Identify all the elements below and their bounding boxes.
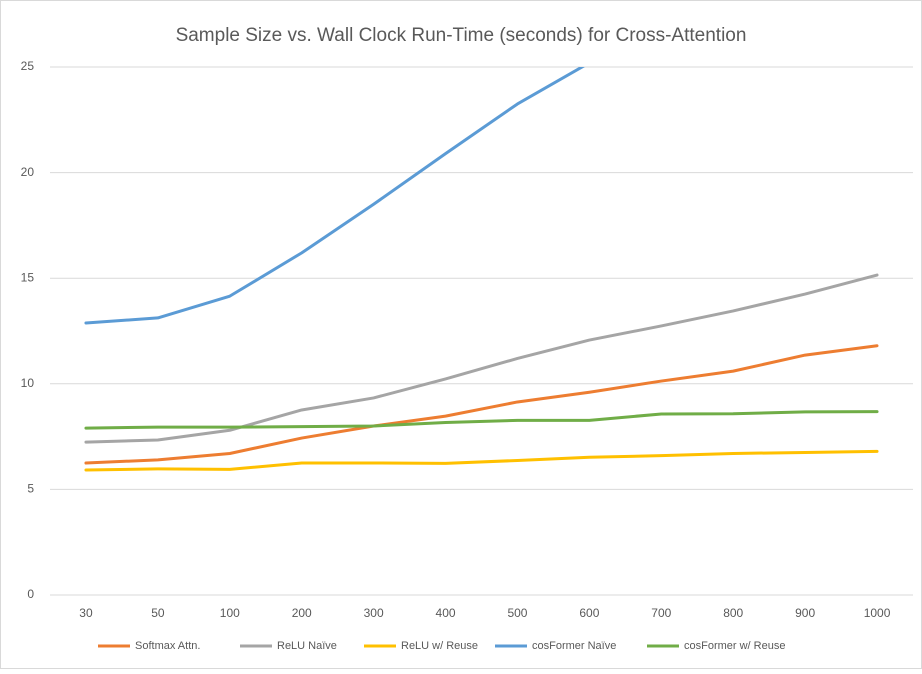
chart-title: Sample Size vs. Wall Clock Run-Time (sec… [176, 25, 747, 46]
x-tick-label: 400 [436, 606, 456, 620]
series-line [84, 344, 879, 465]
x-tick-label: 600 [579, 606, 599, 620]
legend-label: ReLU w/ Reuse [401, 640, 478, 652]
x-tick-label: 200 [292, 606, 312, 620]
series-line [84, 273, 879, 444]
x-tick-label: 300 [364, 606, 384, 620]
series-line [84, 67, 586, 325]
x-tick-label: 50 [151, 606, 165, 620]
legend-label: cosFormer w/ Reuse [684, 640, 785, 652]
x-tick-label: 900 [795, 606, 815, 620]
series-line [84, 449, 879, 472]
x-tick-label: 700 [651, 606, 671, 620]
x-tick-label: 1000 [864, 606, 891, 620]
x-tick-label: 30 [79, 606, 93, 620]
x-tick-label: 500 [507, 606, 527, 620]
y-tick-label: 5 [27, 482, 34, 496]
legend-label: Softmax Attn. [135, 640, 200, 652]
plot-area [84, 67, 879, 472]
y-tick-label: 25 [21, 59, 35, 73]
series-line [84, 410, 879, 430]
legend-label: cosFormer Naïve [532, 640, 616, 652]
y-tick-label: 10 [21, 376, 35, 390]
x-tick-label: 800 [723, 606, 743, 620]
x-tick-label: 100 [220, 606, 240, 620]
y-tick-label: 15 [21, 270, 35, 284]
y-tick-label: 20 [21, 165, 35, 179]
legend-label: ReLU Naïve [277, 640, 337, 652]
y-tick-label: 0 [27, 587, 34, 601]
